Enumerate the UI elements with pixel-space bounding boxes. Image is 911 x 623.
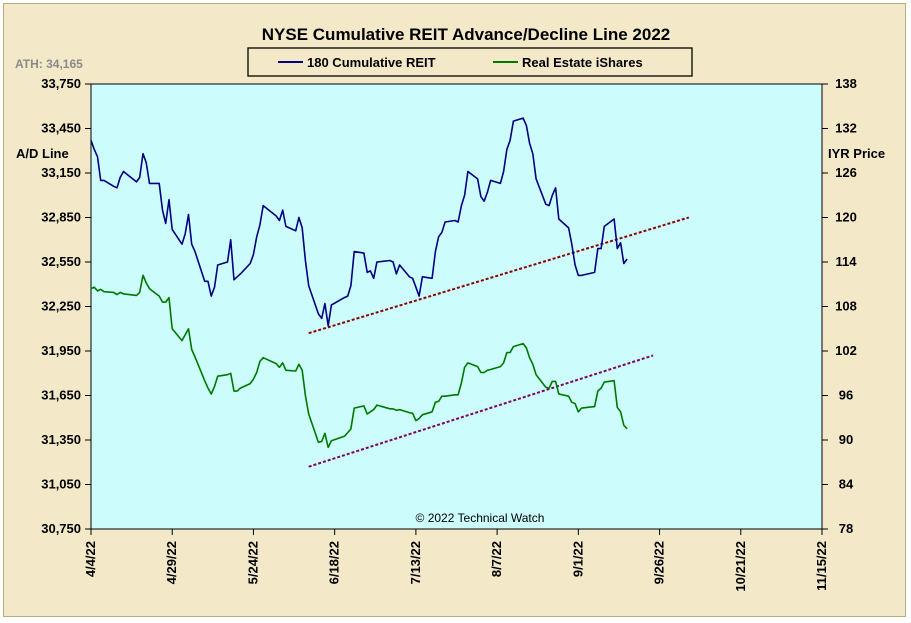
- x-tick-label: 4/29/22: [164, 541, 179, 584]
- left-tick-label: 32,550: [41, 254, 81, 269]
- chart-title: NYSE Cumulative REIT Advance/Decline Lin…: [262, 25, 670, 44]
- copyright-text: © 2022 Technical Watch: [416, 511, 545, 525]
- x-tick-label: 4/4/22: [83, 541, 98, 577]
- right-tick-label: 114: [836, 254, 858, 269]
- series-line-iyr-price: [90, 274, 628, 449]
- x-tick-label: 11/15/22: [814, 541, 829, 591]
- left-tick-label: 31,350: [41, 432, 81, 447]
- trendline-1: [308, 216, 690, 335]
- right-tick-label: 84: [839, 477, 854, 492]
- left-tick-label: 32,250: [41, 299, 81, 314]
- legend-box: [247, 47, 693, 77]
- right-tick-label: 90: [839, 432, 853, 447]
- x-tick-label: 5/24/22: [245, 541, 260, 584]
- left-axis-ticks: 33,750 33,450 33,150 32,850 32,550 32,250 31,9…: [41, 76, 91, 536]
- right-axis-ticks: 138 132 126 120 114 108 102 96 90 84 78: [822, 76, 857, 536]
- left-tick-label: 31,950: [41, 343, 81, 358]
- right-tick-label: 102: [835, 343, 857, 358]
- x-tick-label: 10/21/22: [733, 541, 748, 592]
- left-tick-label: 32,850: [41, 210, 81, 225]
- x-tick-label: 8/7/22: [489, 541, 504, 577]
- right-tick-label: 96: [839, 388, 853, 403]
- trendlines: [308, 216, 690, 468]
- plot-area: [90, 83, 823, 530]
- right-axis-label: IYR Price: [828, 146, 885, 161]
- x-tick-label: 9/26/22: [652, 541, 667, 584]
- left-tick-label: 30,750: [41, 521, 81, 536]
- series-line-reit-ad: [90, 117, 628, 327]
- right-tick-label: 126: [835, 165, 857, 180]
- x-tick-label: 9/1/22: [570, 541, 585, 577]
- left-tick-label: 31,650: [41, 388, 81, 403]
- left-tick-label: 31,050: [41, 477, 81, 492]
- right-tick-label: 78: [839, 521, 853, 536]
- legend-label-iyr: Real Estate iShares: [522, 55, 643, 70]
- left-axis-label: A/D Line: [16, 146, 69, 161]
- left-tick-label: 33,150: [41, 165, 81, 180]
- left-tick-label: 33,450: [41, 121, 81, 136]
- trendline-2: [308, 354, 654, 468]
- left-tick-label: 33,750: [41, 76, 81, 91]
- x-axis-ticks: 4/4/22 4/29/22 5/24/22 6/18/22 7/13/22 8/7/22…: [83, 529, 829, 592]
- right-tick-label: 120: [835, 210, 857, 225]
- right-tick-label: 108: [835, 299, 857, 314]
- legend: 180 Cumulative REIT Real Estate iShares: [247, 47, 693, 77]
- right-tick-label: 132: [835, 121, 857, 136]
- legend-label-reit: 180 Cumulative REIT: [307, 55, 436, 70]
- x-tick-label: 7/13/22: [408, 541, 423, 584]
- series-lines: [90, 117, 628, 449]
- x-tick-label: 6/18/22: [327, 541, 342, 584]
- right-tick-label: 138: [835, 76, 857, 91]
- ath-label: ATH: 34,165: [15, 57, 83, 71]
